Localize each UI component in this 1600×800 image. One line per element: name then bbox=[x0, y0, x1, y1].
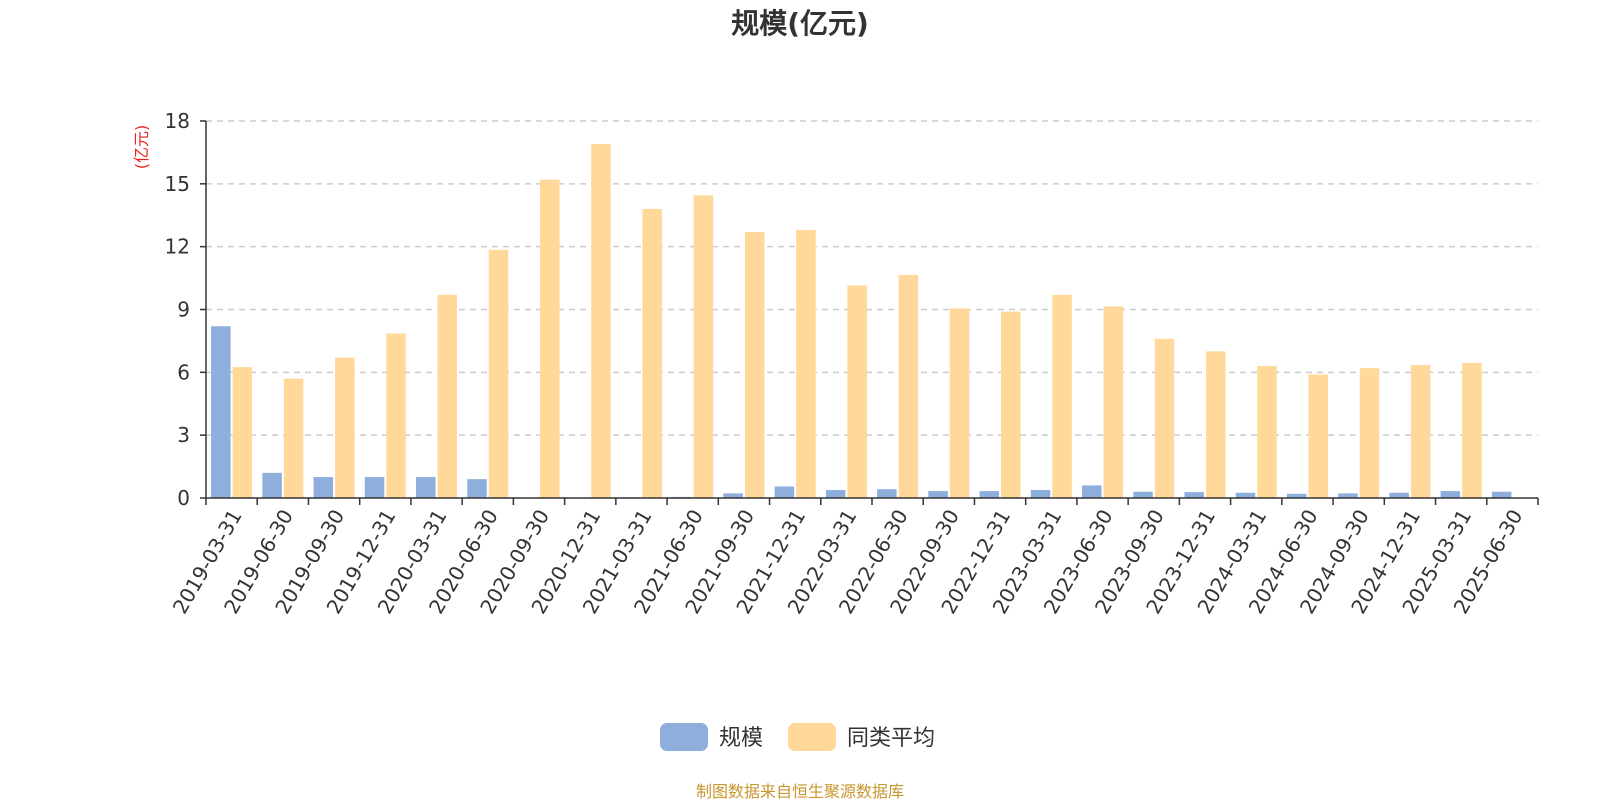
bar-scale[interactable] bbox=[1133, 491, 1153, 498]
legend-label-scale: 规模 bbox=[719, 726, 763, 751]
bars bbox=[211, 144, 1512, 499]
bar-peer-average[interactable] bbox=[437, 294, 458, 498]
bar-peer-average[interactable] bbox=[386, 333, 406, 498]
bar-peer-average[interactable] bbox=[1462, 362, 1482, 498]
bar-scale[interactable] bbox=[1338, 493, 1358, 498]
bar-peer-average[interactable] bbox=[1001, 311, 1021, 498]
bar-scale[interactable] bbox=[1235, 492, 1256, 498]
bar-peer-average[interactable] bbox=[642, 208, 662, 498]
bar-peer-average[interactable] bbox=[898, 274, 919, 498]
y-tick-label: 18 bbox=[165, 109, 190, 133]
bar-scale[interactable] bbox=[825, 490, 846, 498]
bar-peer-average[interactable] bbox=[283, 378, 304, 498]
y-tick-label: 3 bbox=[177, 423, 190, 447]
bar-peer-average[interactable] bbox=[1103, 306, 1124, 498]
bar-scale[interactable] bbox=[774, 486, 795, 498]
bar-scale[interactable] bbox=[877, 489, 897, 498]
bar-peer-average[interactable] bbox=[1052, 294, 1072, 498]
bar-peer-average[interactable] bbox=[1257, 366, 1277, 498]
legend: 规模 同类平均 bbox=[660, 723, 935, 751]
bar-peer-average[interactable] bbox=[1359, 368, 1380, 498]
bar-scale[interactable] bbox=[364, 477, 385, 498]
bar-peer-average[interactable] bbox=[540, 179, 560, 498]
bar-scale[interactable] bbox=[313, 477, 334, 498]
bar-peer-average[interactable] bbox=[232, 367, 253, 498]
bar-peer-average[interactable] bbox=[591, 144, 611, 499]
legend-label-peer-average: 同类平均 bbox=[847, 726, 935, 751]
bar-peer-average[interactable] bbox=[1308, 374, 1328, 498]
bar-scale[interactable] bbox=[467, 479, 487, 498]
bar-scale[interactable] bbox=[1286, 493, 1307, 498]
y-tick-label: 15 bbox=[165, 172, 190, 196]
bar-scale[interactable] bbox=[1440, 491, 1461, 498]
bar-scale[interactable] bbox=[211, 326, 231, 498]
bar-scale[interactable] bbox=[1184, 492, 1205, 498]
bar-peer-average[interactable] bbox=[693, 195, 714, 498]
gridlines bbox=[206, 120, 1538, 436]
bar-scale[interactable] bbox=[1030, 490, 1051, 498]
bar-scale[interactable] bbox=[1389, 492, 1409, 498]
bar-scale[interactable] bbox=[928, 491, 948, 498]
bar-peer-average[interactable] bbox=[744, 232, 765, 498]
bar-peer-average[interactable] bbox=[1410, 365, 1431, 498]
bar-peer-average[interactable] bbox=[949, 308, 970, 498]
y-tick-label: 6 bbox=[177, 360, 190, 384]
legend-swatch-peer-average bbox=[788, 723, 836, 751]
y-tick-label: 9 bbox=[177, 298, 190, 322]
bar-scale[interactable] bbox=[262, 472, 282, 498]
bar-peer-average[interactable] bbox=[1206, 351, 1226, 498]
data-source-note: 制图数据来自恒生聚源数据库 bbox=[696, 782, 904, 800]
bar-peer-average[interactable] bbox=[335, 357, 355, 498]
bar-scale[interactable] bbox=[723, 493, 743, 498]
legend-swatch-scale bbox=[660, 723, 708, 751]
bar-scale[interactable] bbox=[416, 477, 436, 498]
legend-item-peer-average[interactable]: 同类平均 bbox=[788, 723, 935, 751]
y-axis-unit-label: (亿元) bbox=[132, 125, 151, 170]
bar-peer-average[interactable] bbox=[488, 249, 509, 498]
bar-scale[interactable] bbox=[979, 491, 1000, 498]
y-tick-label: 12 bbox=[165, 235, 190, 259]
bar-peer-average[interactable] bbox=[847, 285, 867, 498]
x-tick-labels: 2019-03-312019-06-302019-09-302019-12-31… bbox=[168, 505, 1528, 618]
bar-peer-average[interactable] bbox=[796, 229, 816, 498]
bar-scale[interactable] bbox=[1082, 485, 1102, 498]
bar-peer-average[interactable] bbox=[1154, 338, 1175, 498]
axes bbox=[200, 120, 1539, 505]
y-tick-labels: 0 3 6 9 12 15 18 bbox=[165, 109, 190, 510]
y-tick-label: 0 bbox=[177, 486, 190, 510]
chart-title: 规模(亿元) bbox=[731, 7, 869, 40]
bar-scale[interactable] bbox=[1491, 491, 1512, 498]
legend-item-scale[interactable]: 规模 bbox=[660, 723, 763, 751]
